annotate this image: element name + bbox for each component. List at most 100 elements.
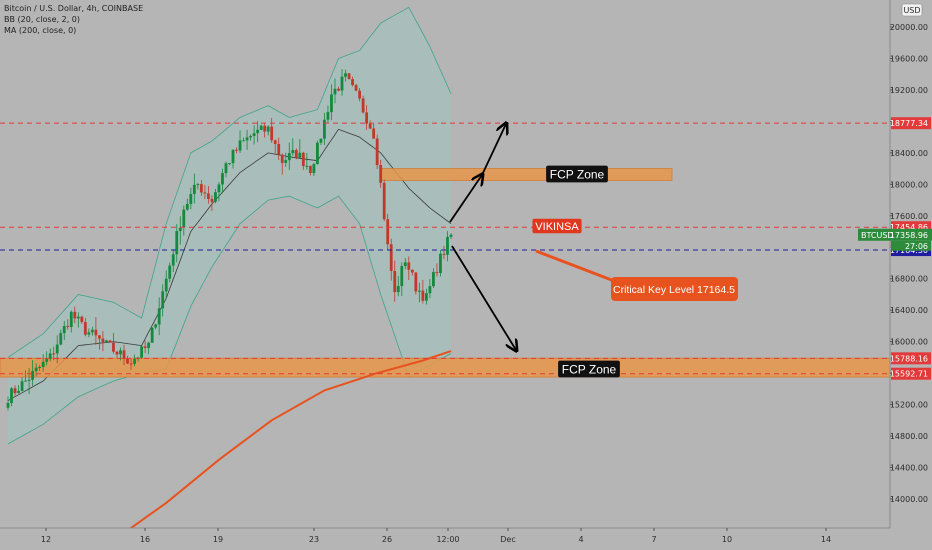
candle-body [368,123,372,129]
time-axis-background [0,528,932,550]
candle-body [414,272,418,292]
time-tick-label: 19 [213,535,223,544]
candle [424,288,428,305]
candle-body [83,322,87,335]
plot-area: FCP Zone FCP Zone VIKINSA Critical Key Leve… [0,6,891,532]
candle [48,348,52,362]
candle [414,272,418,295]
candle [249,134,252,141]
candle [410,269,414,276]
candle [175,224,179,263]
candle [161,284,165,317]
candle-body [90,329,94,333]
candle [164,270,168,299]
candle-body [69,311,73,327]
candle-body [189,194,193,204]
bollinger-upper-line [7,6,452,358]
candle [277,137,281,160]
candle-body [421,290,425,301]
candle [291,138,295,156]
currency-badge[interactable] [901,3,923,17]
candle-body [217,184,221,193]
projection-arrow-up-2 [481,124,506,176]
candle [62,321,66,341]
candle-body [273,140,277,144]
candle-body [105,340,108,343]
candle [185,198,189,211]
candle [312,162,316,177]
candle [221,168,224,194]
candle [323,112,326,146]
candle [435,263,439,277]
candle [192,173,196,204]
candle [129,358,133,370]
candle [347,72,351,80]
candle-body [284,160,288,163]
candle [365,105,369,130]
candle-body [101,338,105,343]
candle-body [270,126,274,141]
candle [87,328,91,338]
candle-body [435,272,439,274]
candle [389,238,393,281]
candle [372,123,376,139]
candle [428,279,432,299]
candle-body [252,133,256,136]
time-tick-label: 16 [140,535,150,544]
candle-body [94,329,98,336]
candle-body [407,262,411,270]
candle [403,258,407,270]
vikinsa-watermark: VIKINSA [535,221,579,233]
candle [168,262,172,283]
candle-body [66,326,70,328]
candle [6,396,10,411]
candle [182,205,186,236]
candle-body [73,311,77,319]
candle [280,153,284,175]
candle-body [403,262,407,267]
candle [361,95,365,114]
countdown-label: 27:06 [905,242,928,251]
bb-indicator-label[interactable]: BB (20, close, 2, 0) [4,15,80,24]
level-price-tag-label: 15592.71 [890,370,928,379]
candle-body [108,340,112,343]
candle-body [80,316,84,323]
candle-body [45,359,49,362]
candle-body [112,342,115,352]
candle [421,279,425,304]
candle-body [294,150,298,158]
candle [442,245,446,260]
time-tick-label: Dec [500,535,515,544]
candle [150,327,154,343]
candle [354,83,358,92]
candle [308,165,312,176]
candle-body [235,149,238,151]
candle-body [214,192,217,202]
candle-body [150,327,154,343]
candle-body [238,140,242,151]
candle [449,233,453,239]
symbol-title: Bitcoin / U.S. Dollar, 4h, COINBASE [4,4,144,13]
candle-body [379,165,383,183]
last-price-symbol: BTCUSD [861,231,894,240]
candle-body [6,403,10,408]
candle-body [122,350,126,359]
candle [330,84,333,121]
candle [199,180,203,196]
candle-body [333,88,337,95]
candle-body [351,79,354,86]
time-tick-label: 4 [578,535,583,544]
candle-body [161,291,165,309]
candle [270,118,274,143]
candle [66,319,70,330]
candle [393,260,397,302]
ma-indicator-label[interactable]: MA (200, close, 0) [4,26,77,35]
candle-body [330,94,333,113]
candle-body [13,388,17,394]
candle-body [98,335,101,339]
candle-body [196,184,200,186]
candle-body [31,371,35,380]
candle-body [424,293,428,301]
